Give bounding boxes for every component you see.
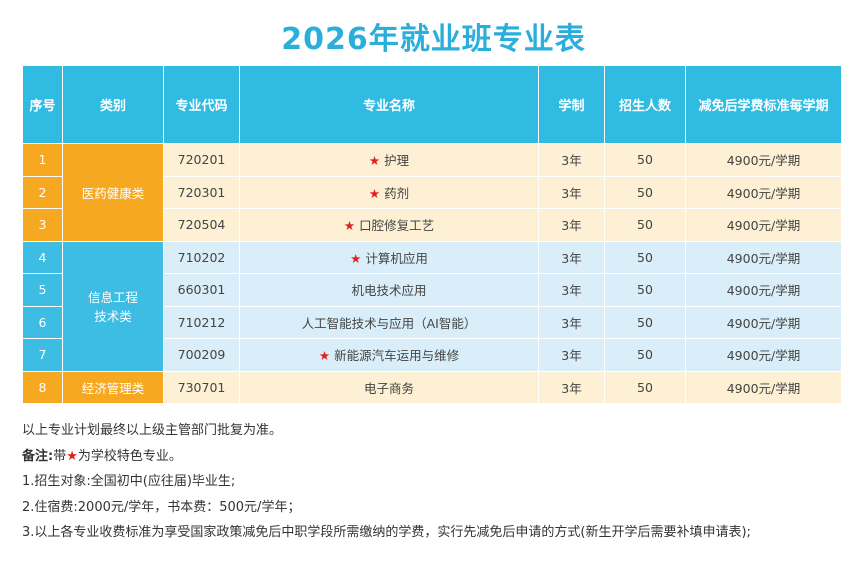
row-number: 7 (22, 338, 63, 372)
major-code: 720301 (163, 175, 240, 209)
major-name: 口腔修复工艺 (359, 218, 435, 234)
enrollment: 50 (604, 273, 686, 307)
table-row: 2 720301 ★ 药剂 3年 50 4900元/学期 (22, 175, 842, 209)
duration: 3年 (538, 240, 605, 274)
remark-prefix: 带 (53, 448, 67, 464)
major-name: 人工智能技术与应用（AI智能） (301, 315, 477, 331)
major-name: 新能源汽车运用与维修 (334, 348, 460, 364)
column-header: 专业名称 (239, 65, 539, 144)
duration: 3年 (538, 370, 605, 404)
major-name-cell: ★ 计算机应用 (239, 240, 539, 274)
fee: 4900元/学期 (685, 208, 842, 242)
row-number: 6 (22, 305, 63, 339)
category-line: 技术类 (94, 309, 132, 324)
category-line: 医药健康类 (81, 185, 145, 201)
fee: 4900元/学期 (685, 175, 842, 209)
table-row: 3 720504 ★ 口腔修复工艺 3年 50 4900元/学期 (22, 208, 842, 242)
major-table: 序号 类别 专业代码 专业名称 学制 招生人数 减免后学费标准每学期 1 医药健康类 72020… (22, 65, 842, 404)
featured-star: ★ (318, 348, 331, 364)
major-name: 护理 (384, 153, 410, 169)
major-name: 药剂 (384, 185, 410, 201)
featured-star: ★ (368, 185, 381, 201)
title: 2026年就业班专业表 (281, 22, 586, 57)
featured-star: ★ (350, 250, 362, 266)
duration: 3年 (538, 273, 605, 307)
fee: 4900元/学期 (685, 305, 842, 339)
fee: 4900元/学期 (685, 273, 842, 307)
major-name-cell: ★ 口腔修复工艺 (239, 208, 539, 242)
column-header: 招生人数 (604, 65, 686, 144)
enrollment: 50 (604, 143, 686, 177)
table-row: 6 710212 人工智能技术与应用（AI智能） 3年 50 4900元/学期 (22, 305, 842, 339)
duration: 3年 (538, 305, 605, 339)
major-name-cell: 人工智能技术与应用（AI智能） (239, 305, 539, 339)
column-header: 专业代码 (163, 65, 240, 144)
major-code: 660301 (163, 273, 240, 307)
row-number: 8 (22, 370, 63, 404)
enrollment: 50 (604, 175, 686, 209)
major-code: 720504 (163, 208, 240, 242)
remark-suffix: 为学校特色专业。 (77, 448, 182, 464)
table-row: 1 医药健康类 720201 ★ 护理 3年 50 4900元/学期 (22, 143, 842, 242)
major-code: 700209 (163, 338, 240, 372)
major-name-cell: 机电技术应用 (239, 273, 539, 307)
category-cell: 经济管理类 (62, 370, 164, 404)
major-code: 730701 (163, 370, 240, 404)
category-line: 经济管理类 (81, 380, 145, 396)
enrollment: 50 (604, 208, 686, 242)
column-header: 学制 (538, 65, 605, 144)
major-code: 720201 (163, 143, 240, 177)
header-row: 序号 类别 专业代码 专业名称 学制 招生人数 减免后学费标准每学期 (22, 65, 842, 144)
row-number: 2 (22, 175, 63, 209)
major-name-cell: ★ 护理 (239, 143, 539, 177)
major-name-cell: ★ 新能源汽车运用与维修 (239, 338, 539, 372)
column-header: 序号 (22, 65, 63, 144)
column-header: 减免后学费标准每学期 (685, 65, 842, 144)
duration: 3年 (538, 175, 605, 209)
row-number: 4 (22, 240, 63, 274)
note-item: 2.住宿费:2000元/学年，书本费：500元/学年； (22, 499, 301, 515)
duration: 3年 (538, 208, 605, 242)
notes: 以上专业计划最终以上级主管部门批复为准。 备注:带★为学校特色专业。 1.招生对象:… (22, 418, 751, 546)
table-row: 8 经济管理类 730701 电子商务 3年 50 4900元/学期 (22, 370, 842, 404)
note-item: 1.招生对象:全国初中(应往届)毕业生; (22, 474, 236, 489)
fee: 4900元/学期 (685, 143, 842, 177)
major-name: 计算机应用 (365, 250, 428, 266)
fee: 4900元/学期 (685, 370, 842, 404)
row-number: 3 (22, 208, 63, 242)
note-item: 3.以上各专业收费标准为享受国家政策减免后中职学段所需缴纳的学费，实行先减免后申… (22, 525, 751, 540)
major-name: 机电技术应用 (351, 283, 427, 299)
remark-star: ★ (66, 448, 78, 464)
enrollment: 50 (604, 338, 686, 372)
enrollment: 50 (604, 240, 686, 274)
remark-label: 备注: (22, 448, 54, 464)
major-code: 710212 (163, 305, 240, 339)
table-row: 4 信息工程 技术类 710202 ★ 计算机应用 3年 50 4900元/学期 (22, 240, 842, 372)
duration: 3年 (538, 338, 605, 372)
category-cell: 信息工程 技术类 (62, 240, 164, 372)
enrollment: 50 (604, 305, 686, 339)
enrollment: 50 (604, 370, 686, 404)
table-row: 7 700209 ★ 新能源汽车运用与维修 3年 50 4900元/学期 (22, 338, 842, 372)
table-row: 5 660301 机电技术应用 3年 50 4900元/学期 (22, 273, 842, 307)
major-code: 710202 (163, 240, 240, 274)
category-line: 信息工程 (87, 290, 138, 305)
duration: 3年 (538, 143, 605, 177)
remark: 备注:带★为学校特色专业。 (22, 444, 751, 470)
fee: 4900元/学期 (685, 240, 842, 274)
note-intro: 以上专业计划最终以上级主管部门批复为准。 (22, 423, 283, 438)
featured-star: ★ (343, 218, 356, 234)
row-number: 1 (22, 143, 63, 177)
row-number: 5 (22, 273, 63, 307)
major-name-cell: ★ 药剂 (239, 175, 539, 209)
column-header: 类别 (62, 65, 164, 144)
fee: 4900元/学期 (685, 338, 842, 372)
major-name: 电子商务 (363, 380, 414, 396)
featured-star: ★ (368, 153, 381, 169)
major-name-cell: 电子商务 (239, 370, 539, 404)
category-cell: 医药健康类 (62, 143, 164, 242)
